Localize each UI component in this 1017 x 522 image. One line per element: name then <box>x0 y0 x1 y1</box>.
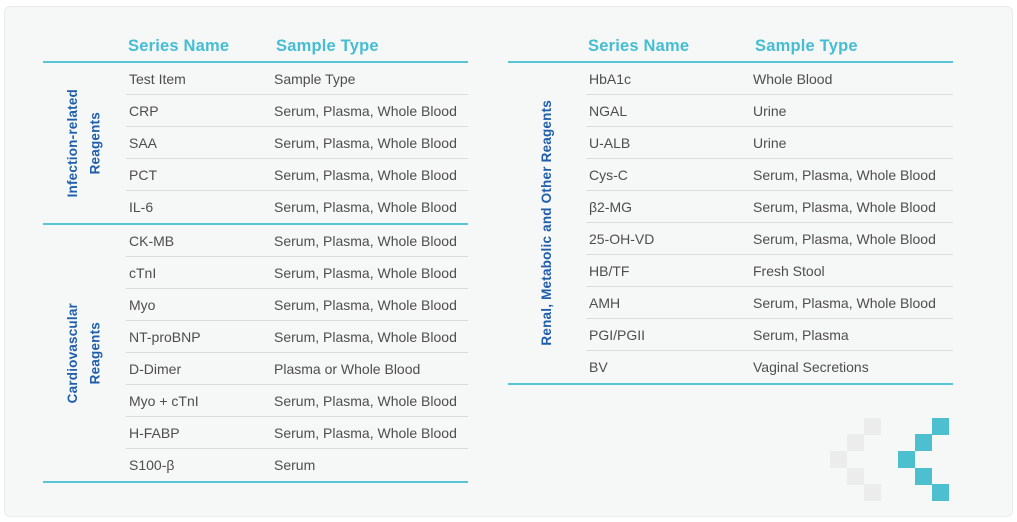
series-name-cell: PGI/PGII <box>589 326 646 343</box>
series-name-cell: IL-6 <box>129 199 154 215</box>
series-name-cell: HB/TF <box>589 262 630 279</box>
table-row: NGAL Urine <box>586 95 953 127</box>
series-name-cell: D-Dimer <box>129 360 182 377</box>
table-row: Cys-C Serum, Plasma, Whole Blood <box>586 159 953 191</box>
table-row: β2-MG Serum, Plasma, Whole Blood <box>586 191 953 223</box>
sample-type-cell: Serum, Plasma, Whole Blood <box>274 296 457 313</box>
sample-type-cell: Serum, Plasma, Whole Blood <box>274 328 457 345</box>
table-row: HbA1c Whole Blood <box>586 63 953 95</box>
category-label: Renal, Metabolic and Other Reagents <box>538 100 554 346</box>
series-name-cell: S100-β <box>129 457 175 473</box>
table-row: Myo Serum, Plasma, Whole Blood <box>126 289 468 321</box>
reagent-table-left: Series Name Sample Type Infection-relate… <box>43 37 468 483</box>
series-name-cell: Myo <box>129 296 156 313</box>
table-row: BV Vaginal Secretions <box>586 351 953 383</box>
table-row: PCT Serum, Plasma, Whole Blood <box>126 159 468 191</box>
table-row: HB/TF Fresh Stool <box>586 255 953 287</box>
category-label: Cardiovascular Reagents <box>65 302 103 404</box>
table-row: NT-proBNP Serum, Plasma, Whole Blood <box>126 321 468 353</box>
category-cell: Infection-related Reagents <box>43 63 126 223</box>
series-name-cell: Myo + cTnI <box>129 392 199 409</box>
table-row: U-ALB Urine <box>586 127 953 159</box>
sample-type-cell: Serum, Plasma, Whole Blood <box>753 198 936 215</box>
sample-type-cell: Serum, Plasma <box>753 326 849 343</box>
series-name-cell: HbA1c <box>589 70 632 87</box>
col-header-series-name: Series Name <box>588 37 690 55</box>
sample-type-cell: Serum, Plasma, Whole Blood <box>274 166 457 183</box>
sample-type-cell: Serum, Plasma, Whole Blood <box>753 294 936 311</box>
col-header-sample-type: Sample Type <box>276 37 379 55</box>
pixel-chevron-gray-icon <box>830 418 882 502</box>
table-section: Renal, Metabolic and Other Reagents HbA1c… <box>508 63 953 383</box>
sample-type-cell: Whole Blood <box>753 70 833 87</box>
sample-type-cell: Serum, Plasma, Whole Blood <box>274 134 457 151</box>
sample-type-cell: Serum, Plasma, Whole Blood <box>274 264 457 281</box>
table-section: Cardiovascular Reagents CK-MB Serum, Plasm… <box>43 223 468 481</box>
table-header-row: Series Name Sample Type <box>43 37 468 63</box>
sample-type-cell: Serum, Plasma, Whole Blood <box>274 424 457 441</box>
series-name-cell: SAA <box>129 134 158 151</box>
table-row: CRP Serum, Plasma, Whole Blood <box>126 95 468 127</box>
series-name-cell: BV <box>589 359 608 375</box>
sample-type-cell: Serum, Plasma, Whole Blood <box>274 199 457 215</box>
series-name-cell: Cys-C <box>589 166 628 183</box>
table-row: CK-MB Serum, Plasma, Whole Blood <box>126 225 468 257</box>
sample-type-cell: Serum <box>274 457 316 473</box>
series-name-cell: U-ALB <box>589 134 631 151</box>
col-header-sample-type: Sample Type <box>755 37 858 55</box>
table-header-row: Series Name Sample Type <box>508 37 953 63</box>
sample-type-cell: Serum, Plasma, Whole Blood <box>274 392 457 409</box>
sample-type-cell: Serum, Plasma, Whole Blood <box>753 230 936 247</box>
sample-type-cell: Serum, Plasma, Whole Blood <box>753 166 936 183</box>
sample-type-cell: Serum, Plasma, Whole Blood <box>274 102 457 119</box>
series-name-cell: H-FABP <box>129 424 180 441</box>
table-row: S100-β Serum <box>126 449 468 481</box>
category-cell: Renal, Metabolic and Other Reagents <box>508 63 586 383</box>
table-row: IL-6 Serum, Plasma, Whole Blood <box>126 191 468 223</box>
series-name-cell: AMH <box>589 294 621 311</box>
sample-type-cell: Plasma or Whole Blood <box>274 360 421 377</box>
table-row: PGI/PGII Serum, Plasma <box>586 319 953 351</box>
category-label: Infection-related Reagents <box>65 88 103 198</box>
series-name-cell: β2-MG <box>589 198 633 215</box>
series-name-cell: 25-OH-VD <box>589 230 655 247</box>
table-row: 25-OH-VD Serum, Plasma, Whole Blood <box>586 223 953 255</box>
pixel-chevron-teal-icon <box>898 418 950 502</box>
table-row: Test Item Sample Type <box>126 63 468 95</box>
sample-type-cell: Urine <box>753 102 787 119</box>
table-row: D-Dimer Plasma or Whole Blood <box>126 353 468 385</box>
pixel-chevron-left-icon <box>830 418 960 508</box>
table-row: Myo + cTnI Serum, Plasma, Whole Blood <box>126 385 468 417</box>
series-name-cell: Test Item <box>129 70 186 87</box>
table-row: H-FABP Serum, Plasma, Whole Blood <box>126 417 468 449</box>
series-name-cell: PCT <box>129 166 157 183</box>
sample-type-cell: Serum, Plasma, Whole Blood <box>274 232 457 249</box>
table-row: AMH Serum, Plasma, Whole Blood <box>586 287 953 319</box>
table-row: SAA Serum, Plasma, Whole Blood <box>126 127 468 159</box>
series-name-cell: cTnI <box>129 264 157 281</box>
col-header-series-name: Series Name <box>128 37 230 55</box>
sample-type-cell: Sample Type <box>274 70 356 87</box>
series-name-cell: NGAL <box>589 102 628 119</box>
table-section: Infection-related Reagents Test Item Sampl… <box>43 63 468 223</box>
series-name-cell: CRP <box>129 102 159 119</box>
series-name-cell: NT-proBNP <box>129 328 201 345</box>
sample-type-cell: Urine <box>753 134 787 151</box>
category-cell: Cardiovascular Reagents <box>43 225 126 481</box>
sample-type-cell: Vaginal Secretions <box>753 359 869 375</box>
series-name-cell: CK-MB <box>129 232 175 249</box>
reagent-table-right: Series Name Sample Type Renal, Metabolic… <box>508 37 953 385</box>
sample-type-cell: Fresh Stool <box>753 262 825 279</box>
slide-background: Series Name Sample Type Infection-relate… <box>4 6 1013 517</box>
table-row: cTnI Serum, Plasma, Whole Blood <box>126 257 468 289</box>
